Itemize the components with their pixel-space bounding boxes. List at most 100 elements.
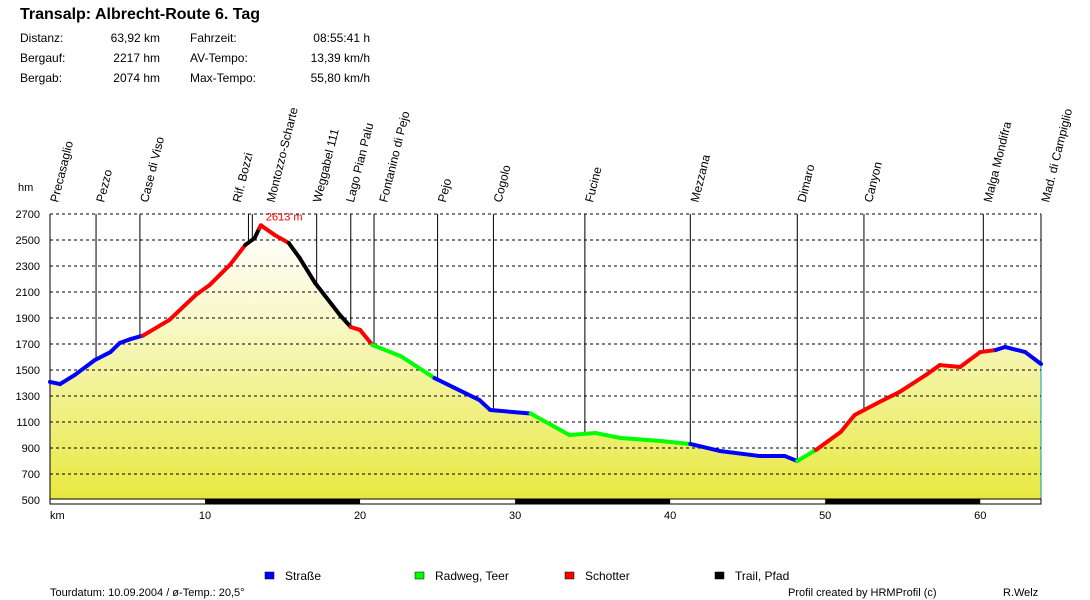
y-tick-label: 2500 [16, 235, 40, 247]
profile-segment-schotter [838, 412, 857, 435]
y-tick-label: 2700 [16, 209, 40, 221]
waypoint-label: Dimaro [795, 162, 818, 203]
x-axis-bar-segment [825, 499, 981, 504]
y-tick-label: 1100 [16, 417, 40, 429]
stat-label-distance: Distanz: [20, 31, 64, 45]
waypoint-label: Canyon [861, 160, 885, 204]
waypoint-label: Rif. Bozzi [230, 151, 256, 204]
waypoint-label: Mezzana [688, 153, 713, 204]
profile-segment-strasse [1023, 350, 1043, 367]
waypoint-label: Malga Mondifra [981, 120, 1015, 204]
profile-segment-schotter [958, 350, 983, 370]
profile-segment-strasse [688, 441, 722, 453]
x-tick-label: 10 [199, 510, 211, 522]
y-tick-label: 2100 [16, 287, 40, 299]
profile-segment-radweg [795, 447, 818, 463]
profile-segment-strasse [717, 448, 763, 459]
profile-segment-radweg [567, 431, 598, 437]
x-tick-label: 50 [819, 510, 831, 522]
profile-segment-schotter [227, 242, 248, 267]
waypoint-label: Mad. di Campiglio [1038, 107, 1075, 204]
legend-swatch-schotter [564, 571, 575, 580]
profile-segment-radweg [370, 343, 403, 358]
stat-value-distance: 63,92 km [110, 31, 160, 45]
x-tick-label: 20 [354, 510, 366, 522]
elevation-area-fill [50, 225, 1041, 501]
profile-segment-trail [313, 281, 327, 297]
profile-segment-strasse [92, 350, 113, 362]
credit-text: Profil created by HRMProfil (c) [788, 587, 937, 599]
profile-segment-radweg [528, 411, 572, 437]
legend-swatch-radweg [414, 571, 425, 580]
stat-value-time: 08:55:41 h [313, 31, 370, 45]
x-tick-label: 30 [509, 510, 521, 522]
profile-segment-radweg [658, 438, 693, 446]
legend-swatch-trail [714, 571, 725, 580]
profile-segment-schotter [852, 399, 882, 417]
profile-segment-strasse [108, 340, 122, 355]
legend-label-radweg: Radweg, Teer [435, 569, 509, 583]
y-tick-label: 500 [22, 495, 40, 507]
x-axis-bar-segment [205, 499, 361, 504]
legend-label-trail: Trail, Pfad [735, 569, 789, 583]
x-axis-label: km [50, 510, 65, 522]
stat-label-max-speed: Max-Tempo: [190, 71, 257, 85]
legend-swatch-strasse [264, 571, 275, 580]
legend-label-schotter: Schotter [585, 569, 630, 583]
profile-segment-schotter [813, 430, 843, 452]
stat-value-avg-speed: 13,39 km/h [310, 51, 370, 65]
profile-segment-trail [286, 240, 302, 260]
profile-segment-schotter [923, 363, 942, 377]
y-tick-label: 1500 [16, 365, 40, 377]
y-axis-label: hm [18, 182, 33, 194]
profile-segment-strasse [452, 385, 482, 403]
stat-label-ascent: Bergauf: [20, 51, 66, 65]
max-elevation-label: 2613 m [266, 211, 303, 223]
waypoint-label: Fucine [582, 165, 604, 204]
waypoint-label: Case di Viso [137, 135, 167, 204]
profile-segment-schotter [358, 327, 375, 348]
y-tick-label: 1900 [16, 313, 40, 325]
profile-segment-schotter [193, 282, 212, 297]
waypoint-label: Pejo [435, 177, 454, 204]
y-tick-label: 900 [22, 443, 40, 455]
waypoint-label: Pezzo [93, 168, 115, 204]
stat-label-avg-speed: AV-Tempo: [190, 51, 248, 65]
stat-label-time: Fahrzeit: [190, 31, 237, 45]
waypoint-label: Fontanino di Pejo [376, 109, 412, 203]
profile-segment-strasse [477, 398, 493, 413]
stat-value-descent: 2074 hm [113, 71, 160, 85]
waypoint-label: Lago Pian Palu [343, 121, 376, 203]
profile-segment-schotter [207, 262, 232, 287]
profile-segment-schotter [272, 233, 291, 245]
profile-segment-radweg [618, 435, 663, 443]
profile-segment-strasse [432, 376, 457, 390]
x-tick-label: 60 [974, 510, 986, 522]
y-tick-label: 1300 [16, 391, 40, 403]
profile-segment-strasse [782, 454, 800, 463]
profile-segment-radweg [398, 353, 437, 381]
profile-segment-schotter [978, 347, 998, 355]
profile-segment-strasse [1003, 344, 1028, 355]
waypoint-label: Montozzo-Scharte [264, 106, 301, 204]
profile-segment-strasse [488, 408, 533, 416]
profile-segment-schotter [141, 317, 172, 338]
waypoint-label: Weggabel 111 [310, 127, 342, 204]
legend-label-strasse: Straße [285, 569, 321, 583]
x-tick-label: 40 [664, 510, 676, 522]
tour-date-temp: Tourdatum: 10.09.2004 / ø-Temp.: 20,5° [50, 587, 245, 599]
stat-value-max-speed: 55,80 km/h [310, 71, 370, 85]
y-tick-label: 700 [22, 469, 40, 481]
profile-segment-schotter [877, 389, 902, 404]
stat-value-ascent: 2217 hm [113, 51, 160, 65]
profile-segment-strasse [128, 333, 146, 342]
profile-segment-schotter [897, 372, 928, 394]
x-axis-bar-segment [515, 499, 671, 504]
y-tick-label: 1700 [16, 339, 40, 351]
profile-segment-radweg [593, 431, 623, 440]
profile-segment-strasse [72, 357, 97, 377]
profile-segment-trail [297, 255, 318, 286]
profile-segment-schotter [167, 292, 198, 322]
